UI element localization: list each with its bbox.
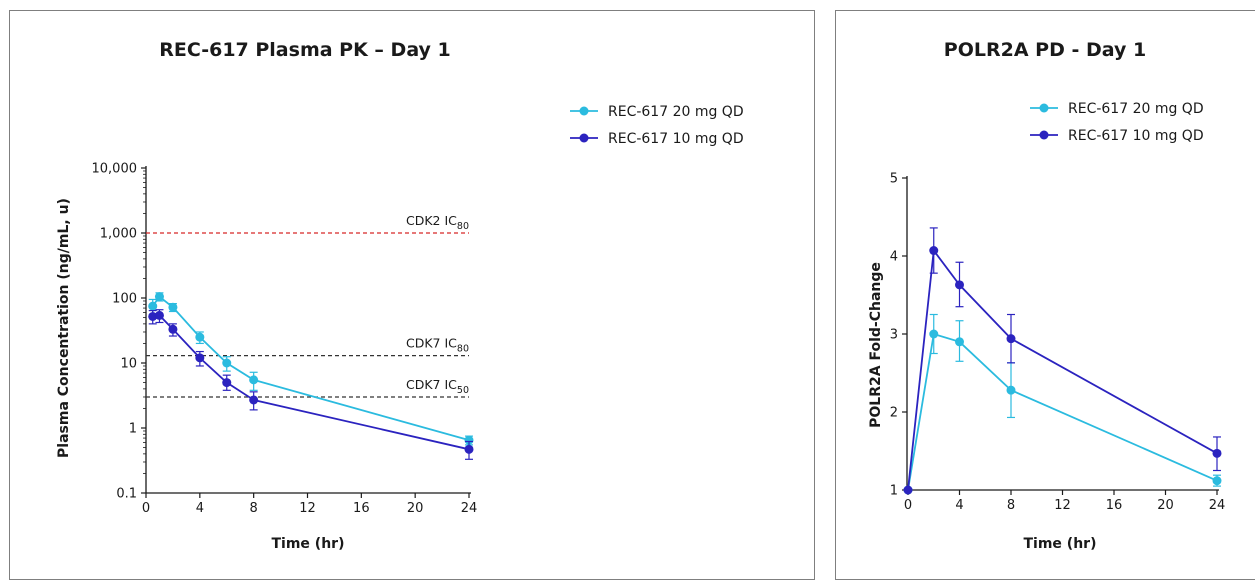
pk-data-point [168,324,178,334]
pd-series-line [907,332,1218,491]
pk-data-point [195,353,205,363]
pk-chart-title: REC-617 Plasma PK – Day 1 [159,39,451,61]
pk-legend-marker [579,133,589,143]
pd-data-point [903,485,913,495]
pd-data-point [1006,385,1016,395]
pk-x-tick-label: 12 [299,501,316,516]
pd-data-point [1212,476,1222,486]
pk-data-point [195,332,205,342]
pk-data-point [464,435,474,445]
pk-reference-label: CDK7 IC50 [406,377,469,396]
pk-data-point [464,444,474,454]
pd-series-line [907,248,1218,491]
pd-legend-label: REC-617 20 mg QD [1068,101,1204,117]
pd-x-tick-label: 24 [1209,498,1226,513]
pk-x-tick-label: 4 [196,501,204,516]
pd-y-tick-label: 1 [890,484,898,499]
pd-x-tick-label: 8 [1007,498,1015,513]
pk-series-line [151,295,470,442]
pk-reference-label: CDK2 IC80 [406,213,469,232]
pk-legend-label: REC-617 20 mg QD [608,104,744,120]
pd-chart: POLR2A PD - Day 1 Time (hr) POLR2A Fold-… [868,39,1225,552]
pd-legend-label: REC-617 10 mg QD [1068,128,1204,144]
pk-x-tick-label: 24 [461,501,478,516]
pk-y-tick-label: 1,000 [100,227,137,242]
pk-x-axis-label: Time (hr) [272,536,345,552]
pk-y-tick-label: 10,000 [92,162,138,177]
pd-x-tick-label: 4 [955,498,963,513]
pd-data-point [1212,448,1222,458]
pd-data-point [929,246,939,256]
pd-y-tick-label: 4 [890,250,898,265]
pk-data-point [249,375,259,385]
pk-data-point [222,378,232,388]
pd-x-axis-label: Time (hr) [1024,536,1097,552]
pd-y-tick-label: 2 [890,406,898,421]
pk-data-point [222,358,232,368]
pd-legend-marker [1039,103,1049,113]
pk-y-axis-label: Plasma Concentration (ng/mL, u) [56,198,72,458]
pd-legend-marker [1039,130,1049,140]
pk-data-point [154,292,164,302]
pk-y-tick-label: 100 [112,292,137,307]
pk-data-point [148,311,158,321]
pk-x-tick-label: 0 [142,501,150,516]
pd-data-point [929,329,939,339]
pk-chart-panel [9,10,815,580]
pk-x-tick-label: 20 [407,501,424,516]
pk-reference-label: CDK7 IC80 [406,336,469,355]
pd-data-point [955,280,964,290]
pk-data-point [168,302,178,312]
pk-y-tick-label: 1 [129,422,137,437]
pk-chart: REC-617 Plasma PK – Day 1 Time (hr) Plas… [56,39,744,552]
pd-y-tick-label: 3 [890,328,898,343]
pd-x-tick-label: 0 [904,498,912,513]
pk-data-point [154,310,164,320]
pk-data-point [148,301,158,311]
pk-data-point [249,395,259,405]
pk-legend-label: REC-617 10 mg QD [608,131,744,147]
pk-legend-marker [579,106,589,116]
pk-x-tick-label: 16 [353,501,370,516]
pd-x-tick-label: 20 [1157,498,1174,513]
pk-y-tick-label: 0.1 [116,487,137,502]
pd-data-point [1006,334,1016,344]
pk-y-tick-label: 10 [120,357,137,372]
pd-x-tick-label: 16 [1106,498,1123,513]
pd-y-axis-label: POLR2A Fold-Change [868,262,884,428]
pd-y-tick-label: 5 [890,172,898,187]
pk-x-tick-label: 8 [250,501,258,516]
pd-x-tick-label: 12 [1054,498,1071,513]
pd-data-point [955,337,964,347]
pd-chart-title: POLR2A PD - Day 1 [944,39,1146,61]
